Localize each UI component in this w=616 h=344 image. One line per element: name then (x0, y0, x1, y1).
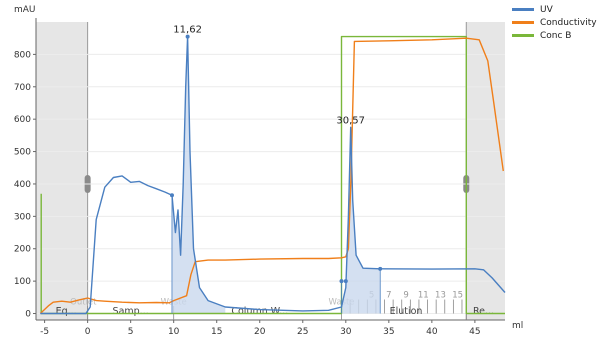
phase-labels: Eq... Samp... Column W... Elution Re... Outle… (56, 298, 494, 320)
legend-swatch (512, 21, 534, 24)
peak-label: 11,62 (173, 25, 202, 36)
legend-item: Conc B (512, 29, 597, 42)
x-tick-label: 40 (426, 327, 438, 337)
y-axis: 0 100 200 300 400 500 600 700 800 (14, 18, 37, 320)
x-unit-label: ml (512, 321, 523, 331)
y-tick-label: 800 (14, 50, 31, 60)
legend-label: Conc B (540, 30, 572, 41)
legend-item: UV (512, 3, 597, 16)
fraction-label: 7 (386, 291, 391, 301)
uv-peak-fill (341, 127, 381, 314)
chart-legend: UV Conductivity Conc B (512, 3, 597, 42)
x-tick-label: 10 (168, 327, 180, 337)
series-layer (39, 34, 506, 315)
phase-label: Samp... (113, 306, 149, 317)
series-line-conc-b (40, 35, 505, 315)
y-tick-label: 600 (14, 115, 31, 125)
legend-swatch (512, 8, 534, 11)
gridlines (36, 53, 505, 315)
x-tick-label: 35 (383, 327, 394, 337)
phase-label: Eq... (56, 306, 77, 317)
uv-peak-fill (171, 36, 226, 314)
x-tick-label: 30 (340, 327, 352, 337)
fraction-label: 13 (435, 291, 446, 301)
fraction-label: 15 (452, 291, 463, 301)
y-unit-label: mAU (14, 5, 36, 15)
y-tick-label: 400 (14, 180, 31, 190)
y-tick-label: 500 (14, 148, 31, 158)
peak-marker (185, 34, 190, 39)
x-axis: -5 0 5 10 15 20 25 30 35 40 45 (36, 319, 505, 337)
phase-label: Re... (473, 306, 494, 317)
x-tick-label: 20 (254, 327, 266, 337)
legend-label: Conductivity (540, 17, 597, 28)
y-tick-label: 300 (14, 212, 31, 222)
shaded-region (466, 22, 505, 320)
x-tick-label: 0 (85, 327, 91, 337)
x-tick-label: 15 (211, 327, 222, 337)
peak-labels: 11,62 30,57 (173, 25, 365, 127)
shaded-region (36, 22, 88, 320)
valve-marker-label: Outlet (70, 298, 97, 308)
peak-label: 30,57 (336, 115, 365, 126)
legend-label: UV (540, 4, 553, 15)
x-tick-label: 45 (469, 327, 480, 337)
shaded-regions (36, 22, 505, 320)
series-line-conductivity (39, 37, 504, 315)
peak-marker (343, 279, 348, 284)
fraction-label: 9 (403, 291, 408, 301)
legend-item: Conductivity (512, 16, 597, 29)
y-tick-label: 100 (14, 277, 31, 287)
series-line-uv (40, 35, 506, 315)
phase-label: Elution (390, 306, 423, 317)
y-tick-label: 200 (14, 245, 31, 255)
x-tick-label: 25 (297, 327, 308, 337)
phase-label: Column W... (231, 306, 288, 317)
fraction-label: 11 (418, 291, 429, 301)
y-tick-label: 700 (14, 83, 31, 93)
x-tick-label: 5 (128, 327, 134, 337)
y-tick-label: 0 (25, 310, 31, 320)
x-tick-label: -5 (40, 327, 49, 337)
legend-swatch (512, 34, 534, 37)
